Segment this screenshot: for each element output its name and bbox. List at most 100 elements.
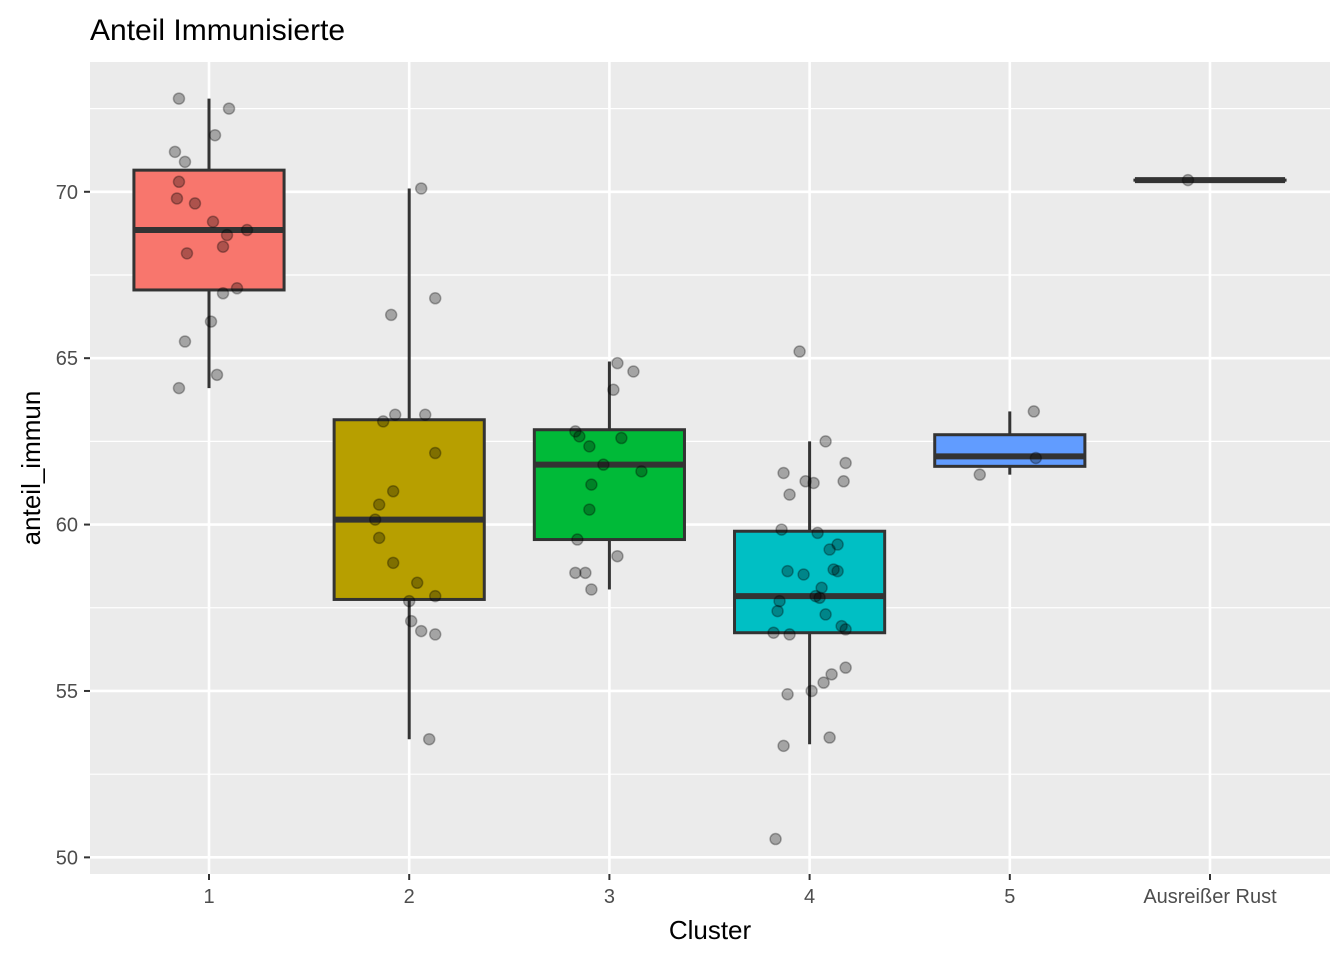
- data-point: [777, 466, 790, 480]
- data-point: [823, 543, 836, 556]
- data-point: [809, 589, 822, 603]
- data-point: [188, 197, 202, 210]
- data-point: [781, 688, 794, 701]
- data-point: [775, 523, 788, 536]
- data-point: [418, 408, 432, 422]
- data-point: [583, 503, 596, 516]
- data-point: [573, 430, 586, 443]
- data-point: [583, 440, 596, 453]
- data-point: [831, 538, 844, 551]
- data-point: [1027, 405, 1041, 418]
- data-point: [372, 531, 386, 545]
- data-point: [372, 498, 386, 511]
- data-point: [807, 476, 820, 490]
- data-point: [240, 223, 254, 237]
- data-point: [827, 563, 840, 576]
- data-point: [376, 415, 390, 428]
- data-point: [835, 619, 848, 633]
- box-iqr: [733, 529, 887, 635]
- data-point: [585, 478, 598, 491]
- data-point: [773, 594, 786, 608]
- data-point: [414, 624, 428, 638]
- data-point: [607, 383, 620, 397]
- data-point: [823, 731, 836, 744]
- y-tick-label: 60: [56, 515, 78, 537]
- data-point: [422, 732, 436, 746]
- x-tick-label: 1: [203, 886, 214, 908]
- data-point: [428, 628, 442, 641]
- data-point: [813, 591, 826, 605]
- x-tick-label: 4: [804, 886, 815, 908]
- x-tick-label: 2: [404, 886, 415, 908]
- data-point: [597, 458, 610, 471]
- data-point: [783, 488, 796, 501]
- data-point: [569, 425, 582, 438]
- data-point: [386, 485, 400, 498]
- data-point: [797, 568, 810, 581]
- data-point: [777, 739, 790, 753]
- data-point: [781, 564, 794, 578]
- data-point: [805, 684, 818, 698]
- data-point: [571, 533, 584, 546]
- data-point: [172, 92, 186, 105]
- data-point: [783, 628, 796, 641]
- data-point: [819, 435, 832, 448]
- data-point: [230, 282, 244, 295]
- data-point: [414, 182, 428, 195]
- data-point: [635, 465, 648, 478]
- x-tick-label: Ausreißer Rust: [1143, 886, 1277, 908]
- data-point: [585, 583, 598, 596]
- x-tick-label: 3: [604, 886, 615, 908]
- data-point: [611, 549, 624, 563]
- data-point: [627, 365, 640, 378]
- box-iqr: [532, 428, 686, 542]
- data-point: [206, 215, 220, 228]
- data-point: [204, 315, 218, 328]
- data-point: [210, 368, 224, 382]
- data-point: [168, 145, 182, 159]
- data-point: [815, 581, 828, 595]
- y-tick-label: 50: [56, 847, 78, 869]
- data-point: [172, 175, 186, 189]
- data-point: [799, 475, 812, 488]
- data-point: [368, 513, 382, 526]
- y-axis-title: anteil_immun: [16, 391, 46, 546]
- jitter-point-layer: [168, 92, 1195, 846]
- data-point: [839, 456, 852, 470]
- y-axis: 50 55 60 65 70: [56, 182, 90, 869]
- data-point: [404, 614, 418, 628]
- chart-title: Anteil Immunisierte: [90, 14, 345, 47]
- y-tick-label: 65: [56, 348, 78, 370]
- y-tick-label: 55: [56, 681, 78, 703]
- data-point: [216, 240, 230, 253]
- data-point: [825, 668, 838, 681]
- data-point: [1181, 173, 1195, 187]
- data-point: [178, 155, 192, 169]
- data-point: [817, 676, 830, 689]
- box-cluster-5: [933, 411, 1087, 475]
- box-cluster-3: [532, 361, 686, 590]
- data-point: [428, 292, 442, 305]
- data-point: [222, 102, 236, 115]
- data-point: [1029, 451, 1043, 465]
- data-point: [569, 566, 582, 580]
- x-tick-label: 5: [1004, 886, 1015, 908]
- data-point: [402, 594, 416, 608]
- data-point: [831, 564, 844, 578]
- data-point: [811, 526, 824, 540]
- box-cluster-2: [332, 188, 486, 740]
- data-point: [216, 287, 230, 300]
- data-point: [793, 345, 806, 358]
- data-point: [819, 608, 832, 621]
- data-point: [839, 623, 852, 636]
- data-point: [839, 661, 852, 674]
- data-point: [180, 247, 194, 260]
- box-iqr: [933, 433, 1087, 468]
- data-point: [767, 626, 780, 639]
- plot-panel: [90, 62, 1330, 874]
- data-point: [384, 308, 398, 322]
- box-cluster-4: [733, 441, 887, 745]
- data-point: [579, 566, 592, 580]
- data-point: [611, 356, 624, 370]
